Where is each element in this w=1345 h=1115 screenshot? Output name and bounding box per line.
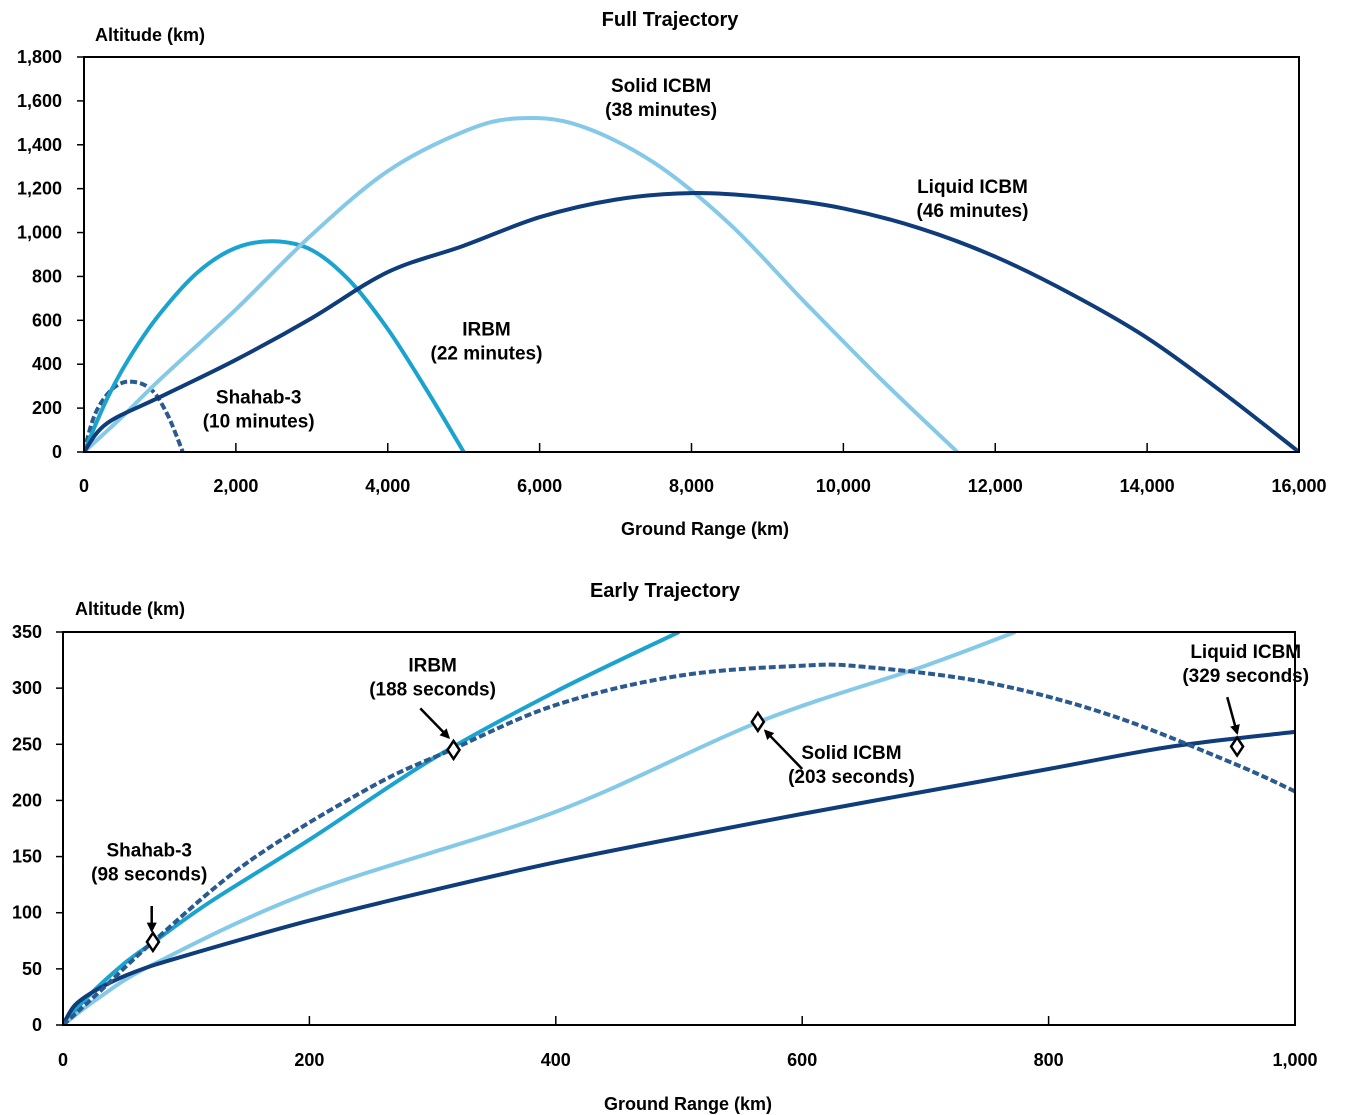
- annotation-line: (98 seconds): [91, 865, 207, 886]
- series-line-solid: [84, 115, 959, 452]
- annotation-line: Solid ICBM: [611, 76, 711, 97]
- annotation-line: Shahab-3: [106, 841, 192, 862]
- x-tick-label: 400: [541, 1050, 571, 1070]
- x-tick-label: 10,000: [816, 476, 871, 496]
- series-line-irbm: [63, 632, 680, 1025]
- series-line-shahab3: [84, 379, 185, 452]
- series-group: [63, 632, 1295, 1025]
- y-tick-label: 300: [12, 678, 42, 698]
- chart-title: Full Trajectory: [602, 9, 740, 31]
- annotation-line: (188 seconds): [369, 679, 496, 700]
- x-tick-label: 600: [787, 1050, 817, 1070]
- chart-title: Early Trajectory: [590, 580, 741, 602]
- burnout-marker: [1229, 735, 1245, 758]
- y-tick-label: 0: [52, 442, 62, 462]
- x-tick-label: 200: [294, 1050, 324, 1070]
- series-line-shahab3: [63, 662, 1295, 1025]
- x-tick-label: 800: [1034, 1050, 1064, 1070]
- x-tick-label: 0: [58, 1050, 68, 1070]
- annotation-line: IRBM: [462, 320, 511, 341]
- y-tick-label: 1,000: [17, 223, 62, 243]
- annotation-line: IRBM: [408, 655, 457, 676]
- x-tick-label: 8,000: [669, 476, 714, 496]
- full-trajectory-chart: Full Trajectory Altitude (km) Ground Range…: [17, 9, 1327, 539]
- x-tick-label: 2,000: [213, 476, 258, 496]
- x-axis-label: Ground Range (km): [604, 1094, 772, 1114]
- x-tick-label: 16,000: [1271, 476, 1326, 496]
- series-group: [84, 115, 1299, 452]
- y-tick-label: 200: [32, 398, 62, 418]
- plot-frame: [62, 631, 1296, 1026]
- y-axis-label: Altitude (km): [95, 25, 205, 45]
- series-line-irbm: [84, 239, 466, 452]
- y-tick-label: 400: [32, 354, 62, 374]
- burnout-marker: [750, 710, 766, 734]
- annotation-line: Liquid ICBM: [1190, 642, 1301, 663]
- x-tick-label: 12,000: [968, 476, 1023, 496]
- y-tick-label: 50: [22, 959, 42, 979]
- annotation-arrow: [763, 729, 804, 770]
- y-tick-label: 1,800: [17, 47, 62, 67]
- y-tick-label: 1,600: [17, 91, 62, 111]
- annotation-line: Solid ICBM: [801, 743, 901, 764]
- y-tick-label: 250: [12, 734, 42, 754]
- burnout-marker: [145, 930, 161, 954]
- burnout-marker: [446, 738, 462, 762]
- y-tick-label: 1,400: [17, 135, 62, 155]
- y-tick-label: 1,200: [17, 179, 62, 199]
- x-tick-label: 0: [79, 476, 89, 496]
- annotation-line: (203 seconds): [788, 767, 915, 788]
- x-tick-label: 14,000: [1120, 476, 1175, 496]
- x-tick-label: 4,000: [365, 476, 410, 496]
- x-axis-label: Ground Range (km): [621, 519, 789, 539]
- series-annotation: Liquid ICBM (46 minutes): [917, 177, 1029, 222]
- y-tick-label: 0: [32, 1015, 42, 1035]
- annotation-line: (10 minutes): [203, 412, 315, 433]
- annotation-arrow: [1226, 696, 1240, 735]
- y-tick-label: 150: [12, 847, 42, 867]
- series-annotation: Shahab-3 (98 seconds): [91, 841, 207, 886]
- series-annotation: IRBM (188 seconds): [369, 655, 496, 700]
- annotation-line: (329 seconds): [1182, 666, 1309, 687]
- series-line-liquid: [84, 191, 1299, 452]
- y-axis-label: Altitude (km): [75, 599, 185, 619]
- annotation-line: (46 minutes): [917, 201, 1029, 222]
- x-tick-label: 6,000: [517, 476, 562, 496]
- series-line-solid: [63, 632, 1016, 1025]
- series-annotation: IRBM (22 minutes): [431, 320, 543, 365]
- x-tick-label: 1,000: [1272, 1050, 1317, 1070]
- annotation-line: (38 minutes): [605, 100, 717, 121]
- series-annotation: Solid ICBM (38 minutes): [605, 76, 717, 121]
- series-annotation: Solid ICBM (203 seconds): [788, 743, 915, 788]
- series-line-liquid: [63, 729, 1295, 1025]
- annotation-line: (22 minutes): [431, 344, 543, 365]
- series-annotation: Liquid ICBM (329 seconds): [1182, 642, 1309, 687]
- y-tick-label: 100: [12, 903, 42, 923]
- annotation-arrow: [419, 707, 451, 739]
- y-tick-label: 350: [12, 622, 42, 642]
- series-annotation: Shahab-3 (10 minutes): [203, 388, 315, 433]
- y-tick-label: 600: [32, 310, 62, 330]
- annotation-line: Shahab-3: [216, 388, 302, 409]
- early-trajectory-chart: Early Trajectory Altitude (km) Ground Rang…: [12, 580, 1318, 1114]
- y-tick-label: 800: [32, 266, 62, 286]
- y-tick-label: 200: [12, 790, 42, 810]
- annotation-line: Liquid ICBM: [917, 177, 1028, 198]
